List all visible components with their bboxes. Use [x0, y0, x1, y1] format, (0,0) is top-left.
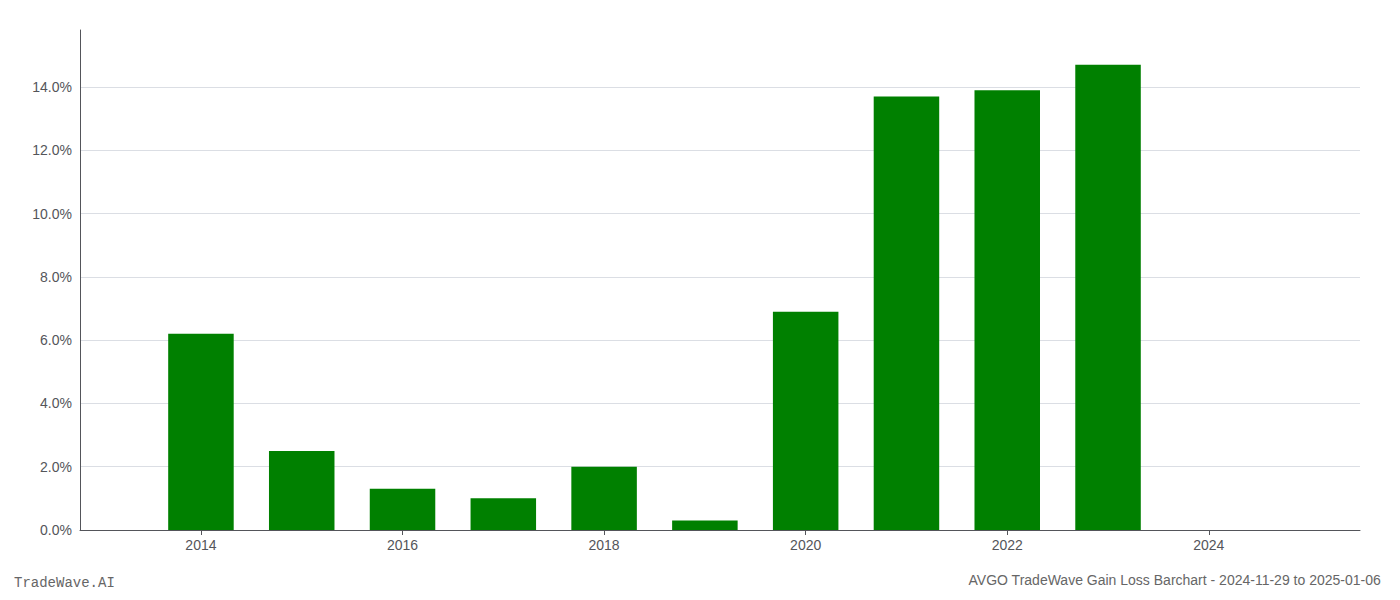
- svg-text:14.0%: 14.0%: [32, 79, 72, 95]
- svg-text:0.0%: 0.0%: [40, 522, 72, 538]
- svg-text:2020: 2020: [790, 537, 821, 553]
- svg-text:2024: 2024: [1193, 537, 1224, 553]
- svg-text:12.0%: 12.0%: [32, 142, 72, 158]
- svg-text:2.0%: 2.0%: [40, 459, 72, 475]
- svg-text:6.0%: 6.0%: [40, 332, 72, 348]
- svg-text:4.0%: 4.0%: [40, 395, 72, 411]
- svg-text:2022: 2022: [992, 537, 1023, 553]
- svg-text:TradeWave.AI: TradeWave.AI: [14, 575, 115, 591]
- svg-text:8.0%: 8.0%: [40, 269, 72, 285]
- svg-text:10.0%: 10.0%: [32, 206, 72, 222]
- svg-text:2018: 2018: [589, 537, 620, 553]
- svg-text:2014: 2014: [185, 537, 216, 553]
- svg-text:2016: 2016: [387, 537, 418, 553]
- svg-text:AVGO TradeWave Gain Loss Barch: AVGO TradeWave Gain Loss Barchart - 2024…: [969, 572, 1381, 588]
